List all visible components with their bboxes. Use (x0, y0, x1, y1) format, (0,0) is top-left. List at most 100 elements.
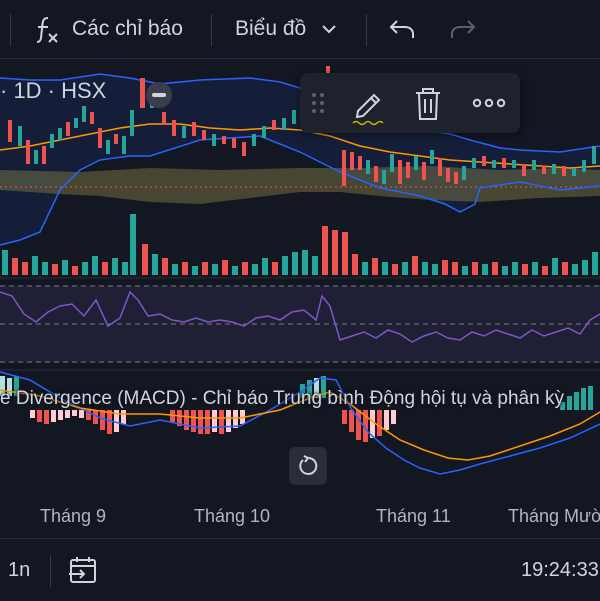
more-options-button[interactable] (470, 91, 508, 115)
reset-chart-button[interactable] (289, 447, 327, 485)
candle (58, 128, 62, 140)
volume-bar (562, 262, 568, 275)
volume-bar (372, 258, 378, 275)
candle (542, 166, 546, 174)
macd-bar (0, 376, 5, 396)
toolbar-divider (10, 14, 11, 46)
undo-button[interactable] (388, 0, 416, 58)
drawing-handle[interactable] (146, 82, 172, 108)
candle (382, 170, 386, 184)
macd-bar (356, 410, 361, 440)
macd-bar (107, 410, 112, 434)
pencil-icon (352, 93, 384, 126)
volume-bar (242, 262, 248, 275)
interval-label: 1n (8, 558, 31, 581)
volume-bar (472, 262, 478, 275)
macd-bar (198, 410, 203, 434)
volume-bar (22, 262, 28, 275)
symbol-legend[interactable]: · 1D · HSX (0, 78, 107, 103)
macd-bar (86, 410, 91, 420)
macd-bar (72, 410, 77, 416)
volume-bar (522, 264, 528, 275)
edit-drawing-button[interactable] (348, 83, 388, 127)
macd-bar (588, 386, 593, 410)
volume-bar (592, 252, 598, 275)
candle (272, 120, 276, 130)
candle (472, 158, 476, 168)
macd-line (0, 371, 600, 475)
drag-handle[interactable] (310, 91, 326, 115)
volume-bar (552, 258, 558, 275)
indicators-label: Các chỉ báo (72, 17, 183, 40)
macd-bar (184, 410, 189, 430)
candle (454, 172, 458, 184)
delete-drawing-button[interactable] (412, 85, 444, 123)
volume-bar (312, 256, 318, 275)
bollinger-lower-line (0, 135, 600, 246)
candle (552, 164, 556, 174)
time-axis-label: Tháng 11 (376, 506, 451, 526)
chart-type-label: Biểu đồ (235, 17, 307, 40)
price-chart[interactable] (0, 58, 600, 538)
volume-bar (212, 264, 218, 275)
drag-handle-icon (312, 93, 324, 113)
volume-bar (302, 250, 308, 275)
volume-bar (142, 244, 148, 275)
candle (242, 142, 246, 156)
macd-bar (14, 376, 19, 396)
volume-bar (502, 266, 508, 275)
volume-bar (462, 266, 468, 275)
candle (482, 156, 486, 166)
macd-bar (574, 392, 579, 410)
candle (562, 166, 566, 176)
volume-bar (452, 262, 458, 275)
candle (252, 134, 256, 146)
candle (50, 134, 54, 148)
candle (592, 146, 596, 164)
volume-bar (382, 262, 388, 275)
volume-bar (532, 262, 538, 275)
macd-bar (363, 410, 368, 442)
volume-bar (482, 264, 488, 275)
volume-bar (42, 262, 48, 275)
toolbar-divider (366, 14, 367, 46)
macd-bar (391, 410, 396, 424)
macd-bar (321, 376, 326, 398)
candle (502, 158, 506, 168)
go-to-date-button[interactable] (68, 539, 100, 601)
candle (222, 136, 226, 144)
chart-type-dropdown[interactable]: Biểu đồ (235, 0, 338, 58)
volume-bar (52, 264, 58, 275)
macd-signal-line (0, 389, 600, 461)
macd-indicator-label[interactable]: e Divergence (MACD) - Chỉ báo Trung bình… (0, 388, 564, 409)
volume-bar (122, 262, 128, 275)
bottom-divider (50, 555, 51, 587)
chevron-down-icon (322, 25, 336, 34)
candle (82, 106, 86, 122)
drawing-floating-toolbar (300, 73, 520, 133)
volume-bar (162, 258, 168, 275)
volume-bar (92, 256, 98, 275)
macd-bar (93, 410, 98, 424)
macd-bar (44, 410, 49, 424)
macd-bar (65, 410, 70, 418)
macd-bar (349, 410, 354, 432)
volume-bars (2, 214, 598, 275)
volume-bar (182, 262, 188, 275)
candle (18, 126, 22, 146)
candle (350, 152, 354, 170)
volume-bar (332, 230, 338, 275)
trash-icon (416, 88, 440, 120)
macd-bar (191, 410, 196, 432)
interval-button[interactable]: 1n (8, 539, 30, 601)
volume-bar (152, 254, 158, 275)
volume-bar (222, 260, 228, 275)
candle (26, 140, 30, 164)
macd-bar (37, 410, 42, 422)
bottom-bar: 1n 19:24:33 (0, 538, 600, 601)
volume-bar (272, 262, 278, 275)
volume-bar (512, 262, 518, 275)
candle (422, 162, 426, 180)
indicators-button[interactable]: Các chỉ báo (34, 0, 183, 58)
redo-button[interactable] (449, 0, 477, 58)
